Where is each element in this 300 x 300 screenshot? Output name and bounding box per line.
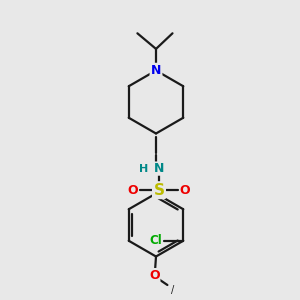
- Text: H: H: [139, 164, 148, 174]
- Text: Cl: Cl: [149, 234, 162, 247]
- Text: N: N: [154, 162, 164, 175]
- Text: N: N: [151, 64, 161, 77]
- Text: /: /: [171, 285, 174, 295]
- Text: O: O: [128, 184, 138, 197]
- Text: O: O: [180, 184, 190, 197]
- Text: O: O: [149, 268, 160, 282]
- Text: S: S: [154, 183, 164, 198]
